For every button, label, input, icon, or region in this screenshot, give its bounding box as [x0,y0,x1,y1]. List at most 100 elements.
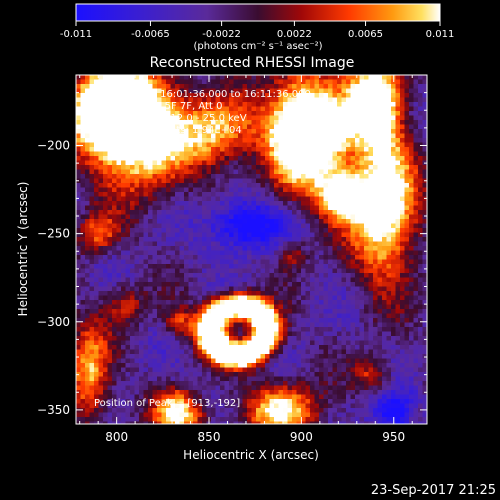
heatmap-cell [76,273,81,278]
heatmap-cell [301,192,306,197]
heatmap-cell [422,313,427,319]
heatmap-cell [166,147,171,152]
heatmap-cell [373,300,378,305]
heatmap-cell [395,309,401,314]
heatmap-cell [166,255,171,260]
heatmap-cell [193,169,198,175]
heatmap-cell [332,255,338,260]
heatmap-cell [170,178,176,184]
heatmap-cell [197,205,203,211]
heatmap-cell [103,336,108,341]
heatmap-cell [121,349,126,355]
heatmap-cell [364,169,369,175]
heatmap-cell [238,115,243,121]
heatmap-cell [305,219,311,224]
heatmap-cell [341,133,347,139]
heatmap-cell [197,165,203,170]
heatmap-cell [193,264,198,269]
heatmap-cell [148,160,153,166]
heatmap-cell [346,345,351,350]
heatmap-cell [274,205,279,211]
heatmap-cell [341,327,347,332]
heatmap-cell [193,237,198,242]
heatmap-cell [265,111,270,116]
heatmap-cell [395,223,401,229]
heatmap-cell [260,156,266,161]
heatmap-cell [130,259,135,265]
heatmap-cell [301,331,306,337]
heatmap-cell [247,156,252,161]
heatmap-cell [256,349,261,355]
heatmap-cell [175,259,180,265]
heatmap-cell [319,273,324,278]
heatmap-cell [85,183,90,188]
heatmap-cell [314,291,320,296]
heatmap-cell [251,282,257,287]
heatmap-cell [350,219,356,224]
heatmap-cell [310,237,315,242]
heatmap-cell [170,327,176,332]
heatmap-cell [305,322,311,328]
heatmap-cell [161,120,167,125]
heatmap-cell [215,291,221,296]
heatmap-cell [292,93,297,98]
heatmap-cell [265,259,270,265]
heatmap-cell [148,228,153,233]
heatmap-cell [278,214,284,220]
heatmap-cell [301,349,306,355]
heatmap-cell [346,291,351,296]
heatmap-cell [296,97,302,103]
heatmap-cell [359,295,365,301]
heatmap-cell [188,228,194,233]
heatmap-cell [197,223,203,229]
heatmap-cell [301,93,306,98]
heatmap-cell [116,264,122,269]
heatmap-cell [197,291,203,296]
heatmap-cell [76,349,81,355]
heatmap-cell [274,318,279,323]
heatmap-cell [359,88,365,94]
heatmap-cell [202,309,207,314]
heatmap-cell [85,97,90,103]
heatmap-cell [346,241,351,247]
heatmap-cell [292,223,297,229]
heatmap-cell [98,93,104,98]
heatmap-cell [121,192,126,197]
heatmap-cell [260,273,266,278]
heatmap-cell [283,160,288,166]
heatmap-cell [314,88,320,94]
heatmap-cell [251,340,257,346]
heatmap-cell [373,322,378,328]
heatmap-cell [166,169,171,175]
heatmap-cell [238,142,243,148]
heatmap-cell [85,232,90,238]
heatmap-cell [341,354,347,359]
heatmap-cell [233,250,239,256]
heatmap-cell [166,300,171,305]
heatmap-cell [386,264,392,269]
heatmap-cell [125,286,131,292]
heatmap-cell [404,282,410,287]
heatmap-cell [202,156,207,161]
heatmap-cell [301,187,306,193]
heatmap-cell [364,246,369,251]
heatmap-cell [80,295,86,301]
heatmap-cell [229,223,234,229]
heatmap-cell [211,196,216,202]
heatmap-cell [211,133,216,139]
heatmap-cell [341,237,347,242]
heatmap-cell [359,219,365,224]
heatmap-cell [400,151,405,157]
heatmap-cell [130,97,135,103]
heatmap-cell [130,349,135,355]
heatmap-cell [359,165,365,170]
heatmap-cell [175,345,180,350]
heatmap-cell [224,327,230,332]
heatmap-cell [269,309,275,314]
heatmap-cell [175,174,180,179]
heatmap-cell [418,246,423,251]
heatmap-cell [305,268,311,274]
heatmap-cell [355,318,360,323]
heatmap-cell [76,205,81,211]
heatmap-cell [256,129,261,134]
